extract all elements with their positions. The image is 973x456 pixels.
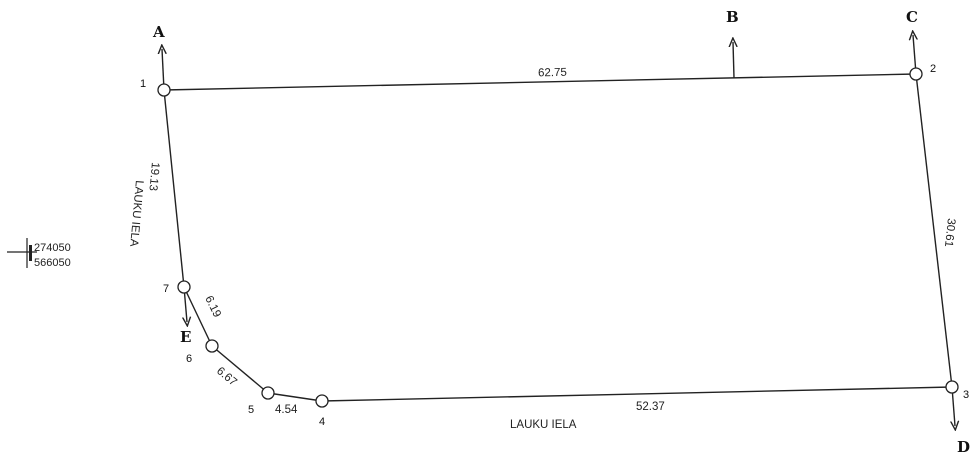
arrow-b <box>733 42 734 79</box>
edge-5-6 <box>211 345 269 394</box>
coordinate-y: 566050 <box>34 257 71 269</box>
coordinate-marker <box>7 238 37 268</box>
coordinate-x: 274050 <box>34 242 71 254</box>
length-left: 19.13 <box>147 162 161 192</box>
direction-label-e: E <box>180 328 191 346</box>
direction-label-a: A <box>152 23 165 41</box>
point-3-marker <box>945 380 959 394</box>
edge-4-5 <box>267 392 323 402</box>
length-top: 62.75 <box>538 67 567 80</box>
edge-7-1 <box>163 89 185 288</box>
direction-label-b: B <box>726 8 739 26</box>
point-label-6: 6 <box>186 353 192 365</box>
point-label-4: 4 <box>319 416 325 428</box>
arrow-a <box>162 49 164 91</box>
point-1-marker <box>157 83 171 97</box>
length-seg-7-6: 6.19 <box>202 294 223 319</box>
point-7-marker <box>177 280 191 294</box>
point-5-marker <box>261 386 275 400</box>
length-right: 30.61 <box>942 218 957 248</box>
point-label-5: 5 <box>248 404 254 416</box>
street-label-bottom: LAUKU IELA <box>510 419 577 431</box>
direction-label-c: C <box>906 8 918 26</box>
street-label-left: LAUKU IELA <box>127 180 145 248</box>
point-6-marker <box>205 339 219 353</box>
edge-3-4 <box>321 386 953 402</box>
point-2-marker <box>909 67 923 81</box>
edge-1-2 <box>163 73 917 91</box>
length-bottom: 52.37 <box>636 401 665 413</box>
point-label-3: 3 <box>963 389 969 401</box>
point-label-1: 1 <box>140 78 146 90</box>
point-label-2: 2 <box>930 63 936 75</box>
edge-2-3 <box>915 73 953 388</box>
point-label-7: 7 <box>163 283 169 295</box>
point-4-marker <box>315 394 329 408</box>
direction-label-d: D <box>957 438 970 456</box>
length-seg-6-5: 6.67 <box>214 365 239 389</box>
edge-6-7 <box>183 286 213 347</box>
length-seg-5-4: 4.54 <box>275 404 298 416</box>
